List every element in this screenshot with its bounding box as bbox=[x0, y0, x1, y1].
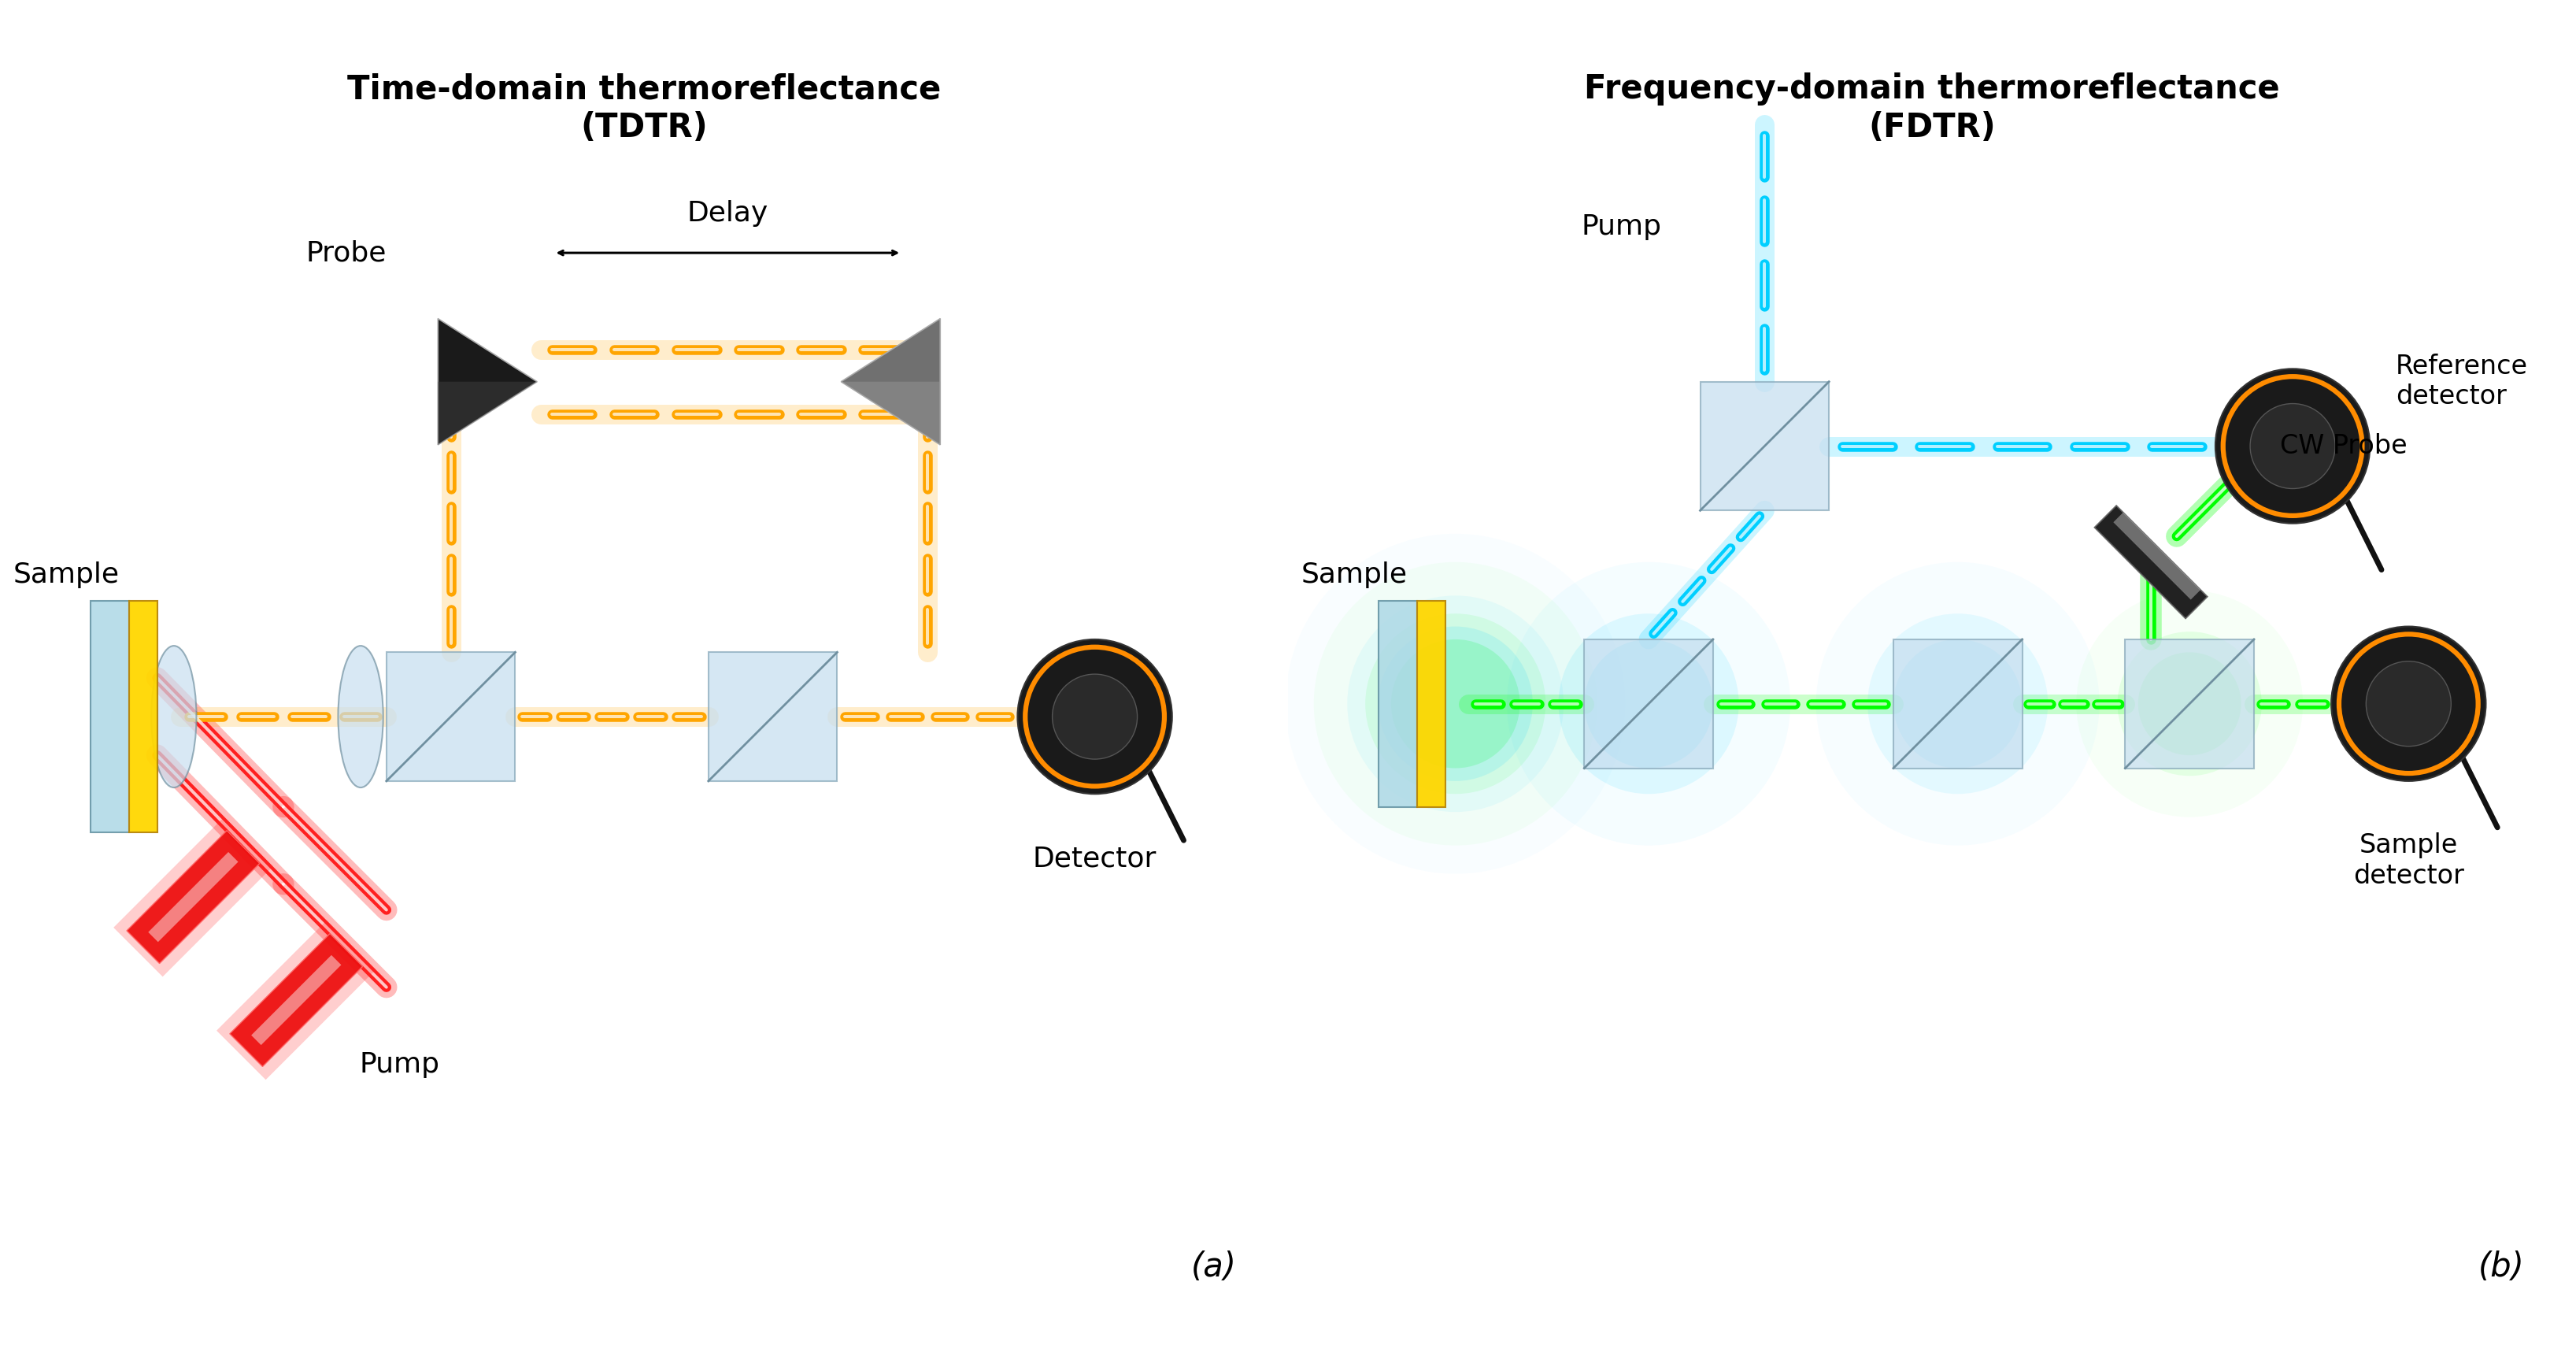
Text: CW Probe: CW Probe bbox=[2280, 433, 2406, 460]
Circle shape bbox=[2365, 662, 2450, 746]
Polygon shape bbox=[1700, 381, 1829, 510]
Polygon shape bbox=[1893, 639, 2022, 769]
Text: Detector: Detector bbox=[1033, 846, 1157, 872]
Bar bbox=[1378, 601, 1417, 807]
Polygon shape bbox=[386, 652, 515, 781]
Text: Pump: Pump bbox=[358, 1052, 440, 1078]
Polygon shape bbox=[840, 381, 940, 445]
Text: Probe: Probe bbox=[307, 240, 386, 266]
Circle shape bbox=[1893, 639, 2022, 769]
Polygon shape bbox=[126, 830, 260, 964]
Text: Time-domain thermoreflectance
(TDTR): Time-domain thermoreflectance (TDTR) bbox=[348, 72, 940, 144]
Text: Delay: Delay bbox=[688, 201, 768, 226]
Text: (a): (a) bbox=[1190, 1250, 1236, 1284]
Circle shape bbox=[2215, 369, 2370, 523]
Circle shape bbox=[1347, 595, 1564, 812]
Circle shape bbox=[1378, 626, 1533, 781]
Polygon shape bbox=[149, 852, 237, 942]
Polygon shape bbox=[840, 319, 940, 445]
Bar bbox=[90, 601, 129, 833]
Text: (b): (b) bbox=[2478, 1250, 2524, 1284]
Circle shape bbox=[2331, 626, 2486, 781]
Polygon shape bbox=[113, 818, 273, 976]
Polygon shape bbox=[229, 933, 363, 1067]
Ellipse shape bbox=[337, 645, 384, 788]
Text: Frequency-domain thermoreflectance
(FDTR): Frequency-domain thermoreflectance (FDTR… bbox=[1584, 72, 2280, 144]
Text: Sample: Sample bbox=[13, 561, 118, 589]
Text: Pump: Pump bbox=[1582, 214, 1662, 240]
Circle shape bbox=[2251, 404, 2334, 488]
Circle shape bbox=[1391, 639, 1520, 769]
Circle shape bbox=[1868, 613, 2048, 795]
Text: Sample: Sample bbox=[1301, 561, 1406, 589]
Polygon shape bbox=[252, 955, 340, 1045]
Polygon shape bbox=[2112, 513, 2200, 599]
Bar bbox=[129, 601, 157, 833]
Text: Sample
detector: Sample detector bbox=[2352, 833, 2465, 888]
Circle shape bbox=[1365, 613, 1546, 795]
Circle shape bbox=[1018, 639, 1172, 795]
Polygon shape bbox=[2125, 639, 2254, 769]
Circle shape bbox=[1051, 674, 1139, 759]
Polygon shape bbox=[216, 921, 376, 1079]
Text: Reference
detector: Reference detector bbox=[2396, 354, 2527, 410]
Polygon shape bbox=[708, 652, 837, 781]
Polygon shape bbox=[438, 381, 536, 445]
Circle shape bbox=[1584, 639, 1713, 769]
Circle shape bbox=[2117, 632, 2262, 776]
Circle shape bbox=[2138, 652, 2241, 755]
Polygon shape bbox=[2094, 506, 2208, 618]
Polygon shape bbox=[438, 319, 536, 445]
Ellipse shape bbox=[152, 645, 196, 788]
Polygon shape bbox=[1584, 639, 1713, 769]
Bar bbox=[1417, 601, 1445, 807]
Circle shape bbox=[1558, 613, 1739, 795]
